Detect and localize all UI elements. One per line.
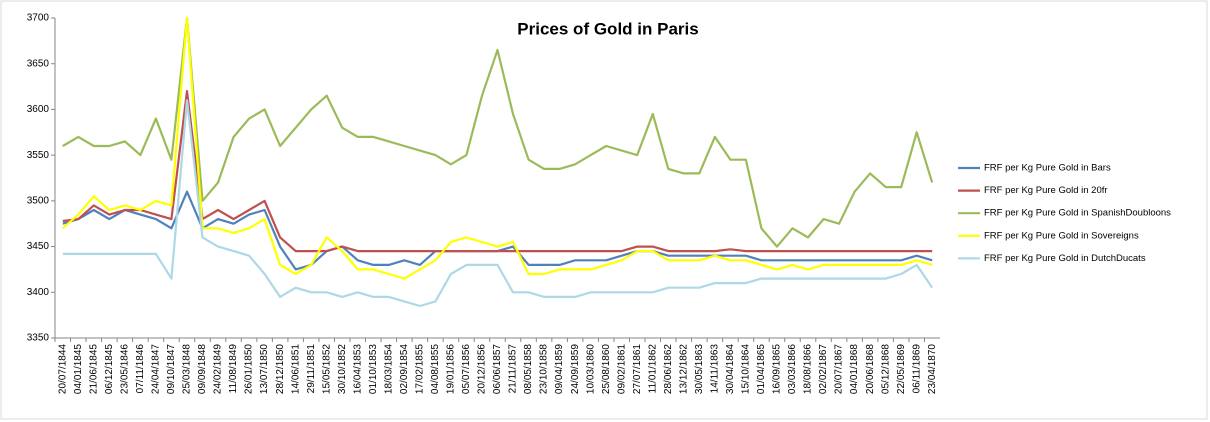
x-tick-label: 09/02/1861 — [616, 344, 627, 394]
x-tick-label: 13/12/1862 — [678, 344, 689, 394]
x-tick-label: 06/12/1845 — [104, 344, 115, 394]
legend-label: FRF per Kg Pure Gold in 20fr — [984, 185, 1108, 196]
x-tick-label: 01/04/1865 — [756, 344, 767, 394]
x-tick-label: 15/10/1864 — [741, 344, 752, 394]
x-tick-label: 03/03/1866 — [787, 344, 798, 394]
x-tick-label: 20/07/1867 — [834, 344, 845, 394]
x-tick-label: 30/10/1852 — [337, 344, 348, 394]
y-tick-label: 3400 — [27, 287, 50, 298]
y-tick-label: 3450 — [27, 241, 50, 252]
x-tick-label: 09/04/1859 — [554, 344, 565, 394]
x-tick-label: 22/05/1869 — [896, 344, 907, 394]
x-tick-label: 13/07/1850 — [259, 344, 270, 394]
x-tick-label: 18/03/1854 — [383, 344, 394, 394]
x-tick-label: 05/12/1868 — [880, 344, 891, 394]
x-tick-label: 11/08/1849 — [228, 344, 239, 394]
x-tick-label: 20/12/1856 — [477, 344, 488, 394]
series-line — [62, 16, 934, 248]
legend-label: FRF per Kg Pure Gold in Bars — [984, 163, 1111, 174]
x-tick-label: 06/11/1869 — [911, 344, 922, 394]
x-tick-label: 08/05/1858 — [523, 344, 534, 394]
x-tick-label: 20/07/1844 — [57, 344, 68, 394]
x-tick-label: 21/06/1845 — [88, 344, 99, 394]
x-tick-label: 16/04/1853 — [352, 344, 363, 394]
x-tick-label: 23/04/1870 — [927, 344, 938, 394]
y-tick-label: 3700 — [27, 13, 50, 24]
x-tick-label: 07/11/1846 — [135, 344, 146, 394]
y-tick-label: 3600 — [27, 104, 50, 115]
legend-label: FRF per Kg Pure Gold in DutchDucats — [984, 253, 1146, 264]
x-tick-label: 30/04/1864 — [725, 344, 736, 394]
x-tick-label: 25/08/1860 — [601, 344, 612, 394]
x-tick-label: 14/11/1863 — [710, 344, 721, 394]
x-tick-label: 19/01/1856 — [446, 344, 457, 394]
x-tick-label: 24/02/1849 — [213, 344, 224, 394]
y-tick-label: 3550 — [27, 150, 50, 161]
x-tick-label: 02/02/1867 — [818, 344, 829, 394]
x-tick-label: 20/06/1868 — [865, 344, 876, 394]
series-line — [62, 16, 933, 280]
x-tick-label: 21/11/1857 — [508, 344, 519, 394]
x-tick-label: 28/12/1850 — [275, 344, 286, 394]
x-tick-label: 24/04/1847 — [151, 344, 162, 394]
x-tick-label: 23/05/1846 — [120, 344, 131, 394]
series-line — [62, 99, 934, 308]
legend-label: FRF per Kg Pure Gold in Sovereigns — [984, 230, 1139, 241]
x-tick-label: 11/01/1862 — [647, 344, 658, 394]
x-tick-label: 18/08/1866 — [803, 344, 814, 394]
x-tick-label: 04/01/1868 — [849, 344, 860, 394]
x-tick-label: 04/01/1845 — [73, 344, 84, 394]
x-tick-label: 17/02/1855 — [415, 344, 426, 394]
x-tick-label: 15/05/1852 — [321, 344, 332, 394]
x-tick-label: 16/09/1865 — [772, 344, 783, 394]
x-tick-label: 01/10/1853 — [368, 344, 379, 394]
x-tick-label: 10/03/1860 — [585, 344, 596, 394]
x-tick-label: 09/10/1847 — [166, 344, 177, 394]
x-tick-label: 25/03/1848 — [182, 344, 193, 394]
x-tick-label: 27/07/1861 — [632, 344, 643, 394]
x-tick-label: 24/09/1859 — [570, 344, 581, 394]
x-tick-label: 06/06/1857 — [492, 344, 503, 394]
series-line — [62, 90, 933, 253]
x-tick-label: 09/09/1848 — [197, 344, 208, 394]
y-tick-label: 3500 — [27, 195, 50, 206]
x-tick-label: 29/11/1851 — [306, 344, 317, 394]
x-tick-label: 23/10/1858 — [539, 344, 550, 394]
y-tick-label: 3650 — [27, 58, 50, 69]
x-tick-label: 28/06/1862 — [663, 344, 674, 394]
x-tick-label: 26/01/1850 — [244, 344, 255, 394]
x-tick-label: 14/06/1851 — [290, 344, 301, 394]
x-tick-label: 04/08/1855 — [430, 344, 441, 394]
x-tick-label: 30/05/1863 — [694, 344, 705, 394]
y-tick-label: 3350 — [27, 333, 50, 344]
x-tick-label: 02/09/1854 — [399, 344, 410, 394]
legend-label: FRF per Kg Pure Gold in SpanishDoubloons — [984, 208, 1171, 219]
chart-title: Prices of Gold in Paris — [517, 19, 698, 38]
x-tick-label: 05/07/1856 — [461, 344, 472, 394]
